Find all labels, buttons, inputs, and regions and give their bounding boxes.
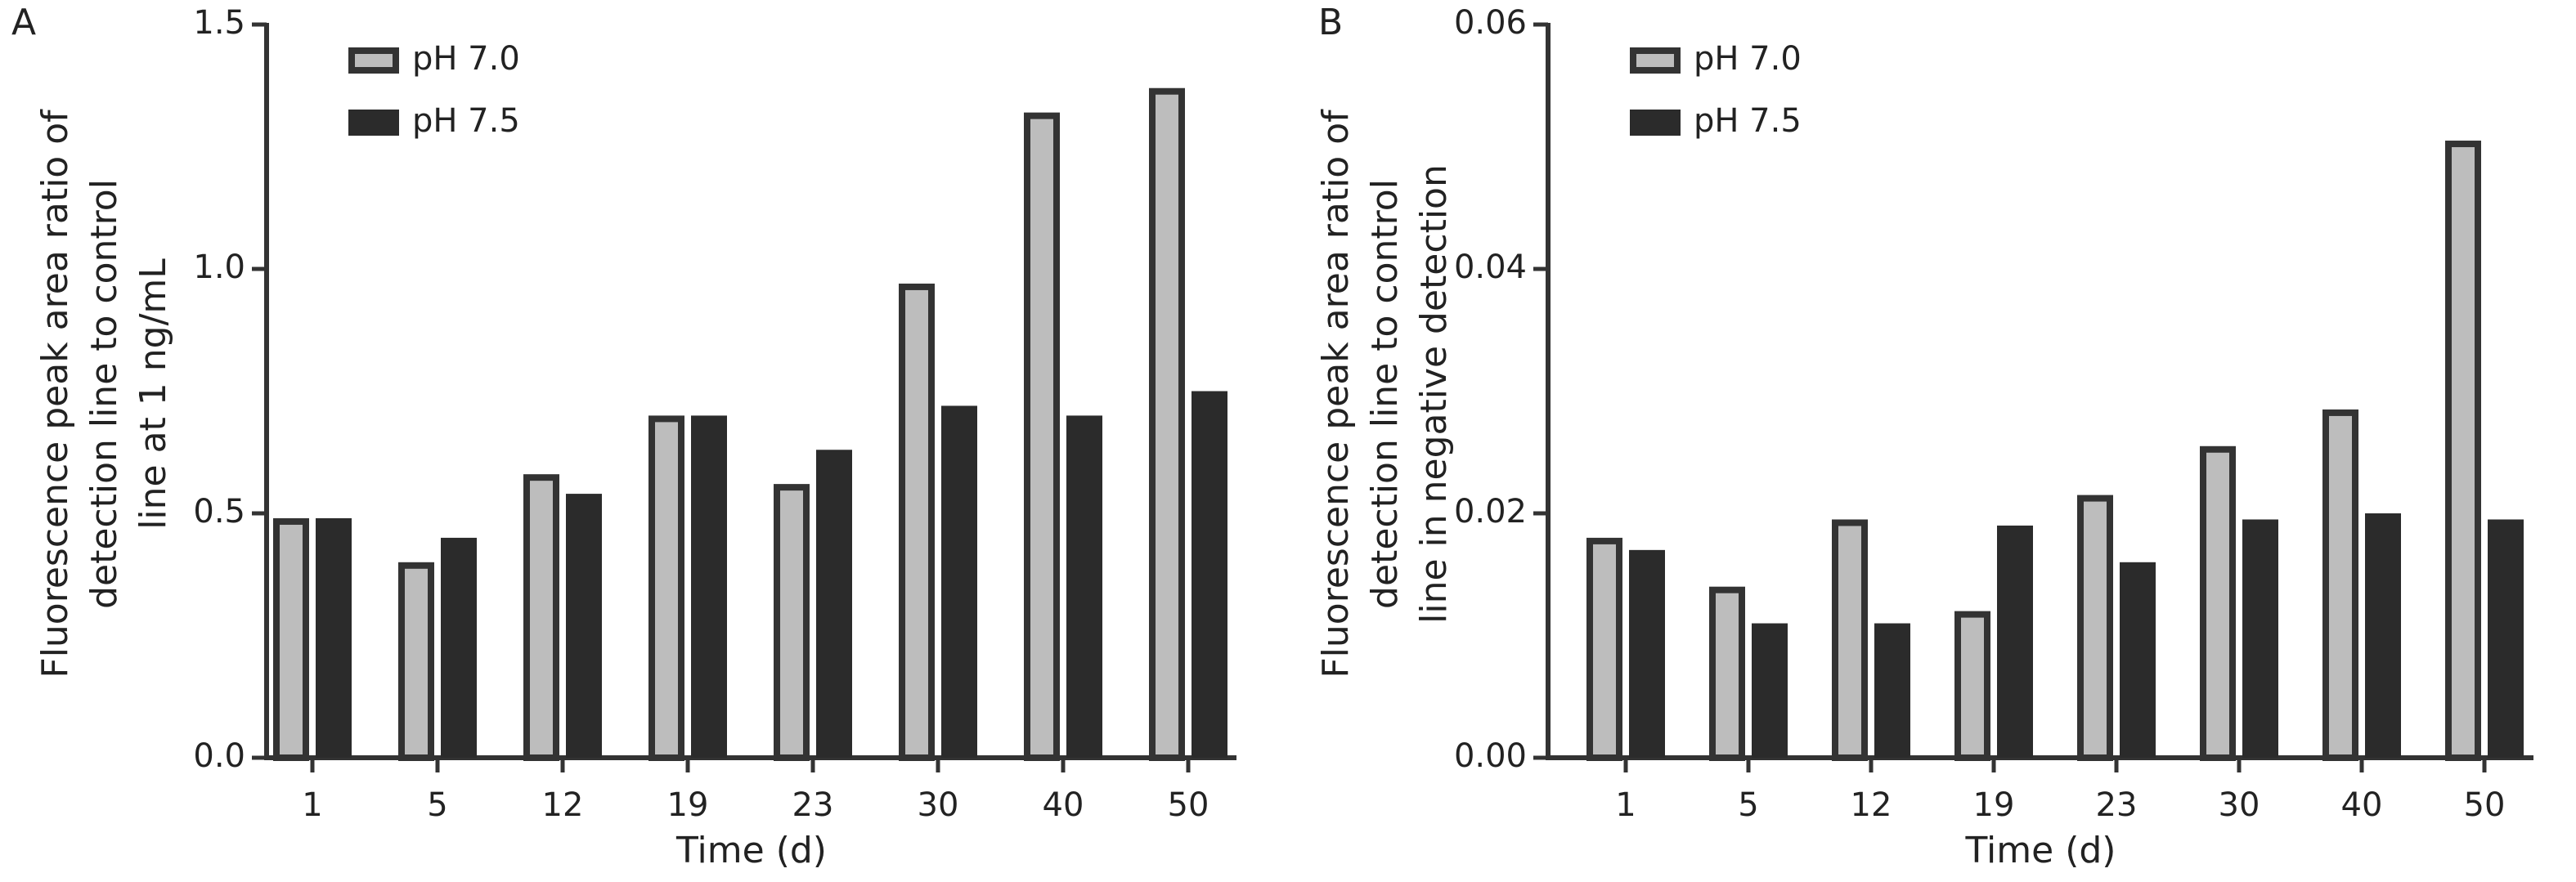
y-tick-label: 1.0 xyxy=(193,248,245,286)
x-tick-label: 19 xyxy=(667,786,709,824)
bar xyxy=(316,517,352,758)
legend-swatch xyxy=(348,47,399,74)
x-tick-label: 40 xyxy=(2341,786,2383,824)
y-tick-label: 0.00 xyxy=(1454,737,1527,775)
bar xyxy=(1629,549,1665,758)
bar xyxy=(2200,445,2236,762)
bar xyxy=(1997,525,2033,758)
bar xyxy=(441,537,477,758)
bar xyxy=(398,562,434,761)
y-axis-label: detection line to control xyxy=(1364,179,1406,609)
y-tick-label: 0.06 xyxy=(1454,4,1527,42)
legend-label: pH 7.5 xyxy=(412,102,520,140)
x-tick-label: 23 xyxy=(2096,786,2138,824)
bar xyxy=(1192,391,1227,758)
x-tick-label: 23 xyxy=(792,786,834,824)
bar xyxy=(2322,409,2358,761)
x-tick-label: 50 xyxy=(2464,786,2506,824)
bar xyxy=(566,494,602,758)
y-axis-label: detection line to control xyxy=(83,179,125,609)
legend-swatch xyxy=(348,110,399,136)
bar xyxy=(2120,562,2156,758)
x-tick-label: 1 xyxy=(302,786,322,824)
x-tick-label: 19 xyxy=(1973,786,2015,824)
y-axis-label: Fluorescence peak area ratio of xyxy=(1315,109,1357,678)
bar xyxy=(816,450,852,758)
bar xyxy=(1586,537,1622,762)
bar xyxy=(2077,495,2113,761)
bar xyxy=(1709,586,1745,762)
bar xyxy=(1024,112,1060,761)
bar xyxy=(1066,415,1102,758)
legend-label: pH 7.0 xyxy=(1694,40,1802,78)
y-axis-label: line in negative detection xyxy=(1413,164,1455,624)
bar xyxy=(2242,519,2278,758)
bar xyxy=(941,405,977,758)
bar xyxy=(523,474,559,761)
y-tick-label: 0.0 xyxy=(193,737,245,775)
bar xyxy=(774,484,810,761)
x-tick-label: 50 xyxy=(1168,786,1209,824)
bar xyxy=(691,415,727,758)
y-tick-label: 0.02 xyxy=(1454,493,1527,531)
x-tick-label: 30 xyxy=(918,786,959,824)
y-tick-label: 0.04 xyxy=(1454,248,1527,286)
bar xyxy=(1752,623,1788,758)
bar xyxy=(2488,519,2524,758)
bar xyxy=(2365,513,2401,758)
x-tick-label: 12 xyxy=(1851,786,1892,824)
bar xyxy=(1874,623,1910,758)
bar xyxy=(1954,611,1990,761)
panel-label: B xyxy=(1318,2,1343,43)
x-axis-label: Time (d) xyxy=(1965,830,2116,871)
x-axis-label: Time (d) xyxy=(675,830,827,871)
y-axis-label: Fluorescence peak area ratio of xyxy=(34,109,76,678)
bar xyxy=(899,283,935,761)
legend-swatch xyxy=(1630,110,1681,136)
x-tick-label: 5 xyxy=(1738,786,1758,824)
bar xyxy=(2445,141,2481,761)
bar xyxy=(648,415,684,762)
legend-label: pH 7.5 xyxy=(1694,102,1802,140)
y-axis-label: line at 1 ng/mL xyxy=(132,258,174,530)
x-tick-label: 12 xyxy=(542,786,584,824)
x-tick-label: 30 xyxy=(2219,786,2260,824)
y-tick-label: 1.5 xyxy=(193,4,245,42)
legend-swatch xyxy=(1630,47,1681,74)
x-tick-label: 5 xyxy=(427,786,447,824)
panel-label: A xyxy=(11,2,36,43)
bar xyxy=(1832,519,1868,761)
bar xyxy=(273,517,309,761)
legend-label: pH 7.0 xyxy=(412,40,520,78)
y-tick-label: 0.5 xyxy=(193,493,245,531)
x-tick-label: 40 xyxy=(1043,786,1084,824)
x-tick-label: 1 xyxy=(1615,786,1636,824)
bar xyxy=(1149,87,1185,762)
